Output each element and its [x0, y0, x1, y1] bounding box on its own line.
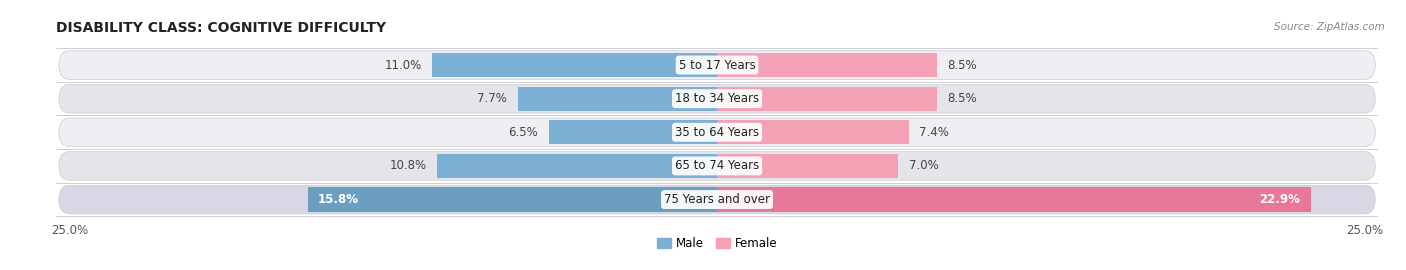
Text: 18 to 34 Years: 18 to 34 Years	[675, 92, 759, 105]
Text: 10.8%: 10.8%	[389, 159, 427, 173]
Bar	[548, 120, 717, 144]
FancyBboxPatch shape	[59, 85, 1375, 113]
Bar	[717, 87, 938, 111]
Bar	[517, 87, 717, 111]
Text: 11.0%: 11.0%	[384, 59, 422, 72]
FancyBboxPatch shape	[59, 185, 1375, 214]
Text: 7.4%: 7.4%	[920, 126, 949, 139]
Text: 7.7%: 7.7%	[477, 92, 508, 105]
Text: 8.5%: 8.5%	[948, 92, 977, 105]
Bar	[717, 154, 898, 178]
FancyBboxPatch shape	[59, 51, 1375, 79]
Text: 35 to 64 Years: 35 to 64 Years	[675, 126, 759, 139]
Bar	[717, 53, 938, 77]
Text: DISABILITY CLASS: COGNITIVE DIFFICULTY: DISABILITY CLASS: COGNITIVE DIFFICULTY	[56, 21, 387, 35]
Text: Source: ZipAtlas.com: Source: ZipAtlas.com	[1274, 22, 1385, 32]
Text: 8.5%: 8.5%	[948, 59, 977, 72]
Legend: Male, Female: Male, Female	[652, 232, 782, 255]
FancyBboxPatch shape	[59, 152, 1375, 180]
Bar	[717, 187, 1310, 212]
Bar	[437, 154, 717, 178]
Text: 7.0%: 7.0%	[908, 159, 939, 173]
Text: 15.8%: 15.8%	[318, 193, 359, 206]
FancyBboxPatch shape	[59, 118, 1375, 147]
Text: 6.5%: 6.5%	[509, 126, 538, 139]
Text: 75 Years and over: 75 Years and over	[664, 193, 770, 206]
Text: 65 to 74 Years: 65 to 74 Years	[675, 159, 759, 173]
Bar	[308, 187, 717, 212]
Bar	[717, 120, 908, 144]
Text: 22.9%: 22.9%	[1260, 193, 1301, 206]
Text: 5 to 17 Years: 5 to 17 Years	[679, 59, 755, 72]
Bar	[432, 53, 717, 77]
